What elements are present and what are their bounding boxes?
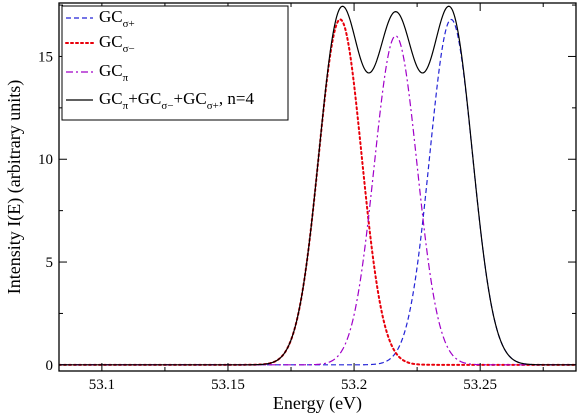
y-tick-label: 5 <box>46 255 54 271</box>
y-axis-label: Intensity I(E) (arbitrary units) <box>4 80 25 294</box>
legend-box <box>61 5 289 121</box>
plot-frame <box>58 2 577 372</box>
legend-entry: GCσ− <box>99 32 135 55</box>
legend-entry: GCπ+GCσ−+GCσ+, n=4 <box>99 89 254 112</box>
legend: GCσ+GCσ− GCπ GCπ+GCσ−+GCσ+, n=4 <box>61 5 289 121</box>
axes: 53.1 53.15 53.2 53.25 0 5 10 15 <box>38 2 577 393</box>
series-line <box>59 5 576 366</box>
x-tick-label: 53.15 <box>211 377 245 393</box>
x-tick-label: 53.2 <box>341 377 367 393</box>
y-tick-label: 0 <box>46 358 54 374</box>
x-tick-label: 53.25 <box>463 377 497 393</box>
y-tick-label: 15 <box>38 49 53 65</box>
legend-entry: GCπ <box>99 61 129 84</box>
x-axis-label: Energy (eV) <box>273 393 362 414</box>
legend-entry: GCσ+ <box>99 7 135 30</box>
plot-area <box>59 5 576 366</box>
y-tick-label: 10 <box>38 152 53 168</box>
x-tick-label: 53.1 <box>89 377 115 393</box>
